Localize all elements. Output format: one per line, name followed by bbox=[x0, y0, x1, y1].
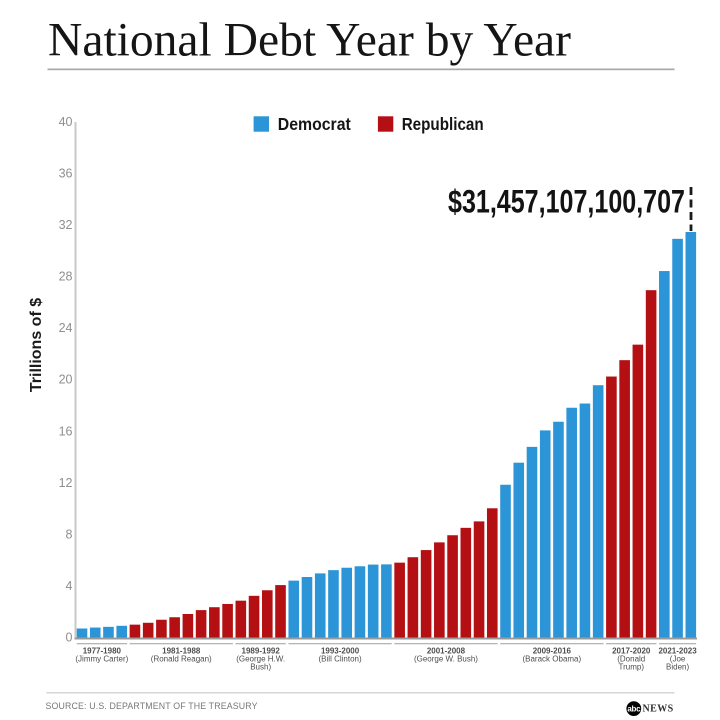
svg-text:20: 20 bbox=[59, 373, 73, 387]
svg-text:4: 4 bbox=[66, 579, 73, 593]
svg-text:Biden): Biden) bbox=[666, 663, 689, 672]
svg-text:Trillions of $: Trillions of $ bbox=[28, 298, 45, 392]
svg-text:(Jimmy Carter): (Jimmy Carter) bbox=[75, 655, 128, 664]
svg-text:1981-1988: 1981-1988 bbox=[162, 647, 201, 656]
svg-text:36: 36 bbox=[59, 167, 73, 181]
svg-text:(Ronald Reagan): (Ronald Reagan) bbox=[151, 655, 212, 664]
svg-text:24: 24 bbox=[59, 321, 73, 335]
svg-text:SOURCE: U.S. DEPARTMENT OF THE: SOURCE: U.S. DEPARTMENT OF THE TREASURY bbox=[46, 701, 258, 711]
svg-text:2009-2016: 2009-2016 bbox=[533, 647, 572, 656]
svg-text:2017-2020: 2017-2020 bbox=[612, 647, 651, 656]
svg-text:(George H.W.: (George H.W. bbox=[236, 655, 285, 664]
svg-text:National Debt Year by Year: National Debt Year by Year bbox=[48, 14, 571, 67]
svg-text:Republican: Republican bbox=[402, 114, 484, 134]
svg-text:2001-2008: 2001-2008 bbox=[427, 647, 466, 656]
svg-text:32: 32 bbox=[59, 218, 73, 232]
svg-text:Democrat: Democrat bbox=[278, 114, 351, 134]
svg-text:(Joe: (Joe bbox=[670, 655, 686, 664]
svg-text:8: 8 bbox=[66, 527, 73, 541]
svg-text:16: 16 bbox=[59, 424, 73, 438]
svg-text:(George W. Bush): (George W. Bush) bbox=[414, 655, 478, 664]
svg-text:12: 12 bbox=[59, 476, 73, 490]
svg-text:1989-1992: 1989-1992 bbox=[242, 647, 281, 656]
svg-text:2021-2023: 2021-2023 bbox=[658, 647, 697, 656]
svg-text:0: 0 bbox=[66, 631, 73, 645]
svg-text:(Barack Obama): (Barack Obama) bbox=[522, 655, 581, 664]
svg-text:$31,457,107,100,707: $31,457,107,100,707 bbox=[448, 184, 685, 220]
svg-text:Bush): Bush) bbox=[250, 663, 271, 672]
svg-text:1977-1980: 1977-1980 bbox=[83, 647, 122, 656]
svg-text:(Donald: (Donald bbox=[617, 655, 645, 664]
svg-text:abc: abc bbox=[627, 704, 641, 713]
svg-text:Trump): Trump) bbox=[619, 663, 645, 672]
svg-text:1993-2000: 1993-2000 bbox=[321, 647, 360, 656]
svg-text:28: 28 bbox=[59, 270, 73, 284]
svg-text:NEWS: NEWS bbox=[643, 703, 674, 714]
svg-text:40: 40 bbox=[59, 115, 73, 129]
svg-text:(Bill Clinton): (Bill Clinton) bbox=[319, 655, 362, 664]
